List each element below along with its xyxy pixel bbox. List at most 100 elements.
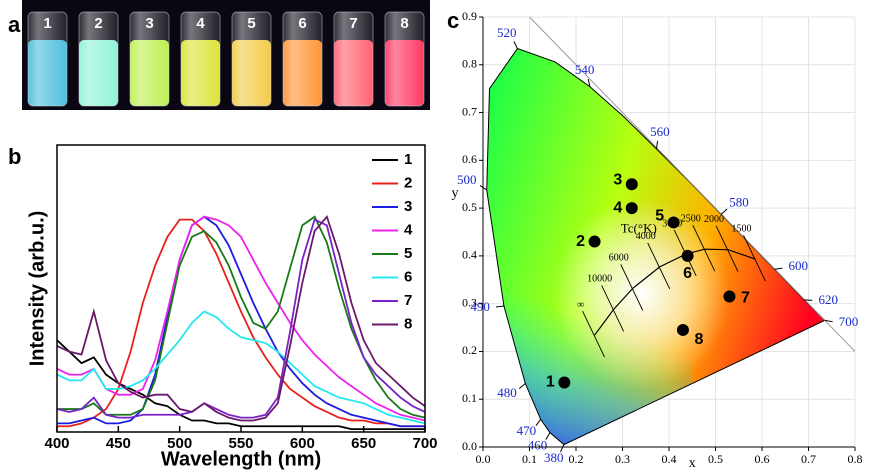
point-label: 1 bbox=[546, 374, 555, 391]
isotherm bbox=[715, 225, 739, 272]
legend-label: 6 bbox=[404, 268, 412, 285]
x-tick-label: 0.5 bbox=[708, 452, 723, 466]
locus-label: 460 bbox=[528, 437, 548, 452]
vial-label: 7 bbox=[349, 15, 357, 32]
x-tick-label: 500 bbox=[167, 435, 192, 452]
x-tick-label: 400 bbox=[44, 435, 69, 452]
locus-label: 380 bbox=[544, 450, 564, 465]
x-tick-label: 550 bbox=[228, 435, 253, 452]
data-point bbox=[676, 323, 689, 336]
x-tick-label: 0.4 bbox=[662, 452, 677, 466]
isotherm bbox=[620, 264, 644, 311]
vial-label: 8 bbox=[400, 15, 408, 32]
locus-label: 580 bbox=[729, 195, 749, 210]
legend-label: 2 bbox=[404, 174, 412, 191]
locus-tick bbox=[560, 444, 565, 453]
vial-glass bbox=[333, 11, 374, 107]
locus-tick bbox=[774, 267, 783, 270]
planck-title: Tc(°K) bbox=[621, 221, 657, 236]
vial-glass bbox=[180, 11, 221, 107]
locus-label: 470 bbox=[517, 423, 537, 438]
point-label: 3 bbox=[613, 171, 622, 188]
locus-label: 520 bbox=[497, 25, 517, 40]
x-tick-label: 0.0 bbox=[476, 452, 491, 466]
panel-label: b bbox=[8, 144, 21, 169]
vial-label: 4 bbox=[196, 15, 205, 32]
x-tick-label: 0.2 bbox=[569, 452, 584, 466]
locus-tick bbox=[545, 432, 551, 440]
vial-glass bbox=[231, 11, 272, 107]
locus-label: 490 bbox=[470, 299, 490, 314]
y-tick-label: 0.8 bbox=[462, 57, 477, 71]
legend-label: 3 bbox=[404, 198, 412, 215]
legend-label: 7 bbox=[404, 292, 412, 309]
spectrum-line bbox=[56, 215, 426, 422]
vial-glass bbox=[129, 11, 170, 107]
data-point bbox=[625, 178, 638, 191]
planck-label: 1500 bbox=[731, 224, 751, 235]
locus-label: 500 bbox=[457, 172, 477, 187]
locus-label: 560 bbox=[650, 124, 670, 139]
x-tick-label: 0.6 bbox=[755, 452, 770, 466]
panel-label: a bbox=[8, 12, 21, 37]
point-label: 8 bbox=[694, 331, 703, 348]
x-tick-label: 0.7 bbox=[801, 452, 816, 466]
y-tick-label: 0.0 bbox=[462, 439, 477, 453]
planck-label: 4000 bbox=[636, 231, 656, 242]
y-tick-label: 0.9 bbox=[462, 9, 477, 23]
legend-label: 5 bbox=[404, 245, 412, 262]
y-tick-label: 0.3 bbox=[462, 295, 477, 309]
point-label: 6 bbox=[683, 265, 692, 282]
locus-label: 600 bbox=[789, 258, 809, 273]
data-point bbox=[723, 290, 736, 303]
boundary-line bbox=[529, 16, 856, 352]
spectrum-line bbox=[57, 218, 425, 428]
x-tick-label: 650 bbox=[351, 435, 376, 452]
spectrum-line bbox=[56, 214, 426, 422]
locus-label: 480 bbox=[497, 385, 517, 400]
locus-tick bbox=[495, 305, 504, 308]
isotherm bbox=[743, 235, 766, 282]
y-tick-label: 0.6 bbox=[462, 152, 477, 166]
legend-label: 4 bbox=[404, 221, 413, 238]
spectrum-line bbox=[57, 215, 426, 419]
x-axis-title: Wavelength (nm) bbox=[161, 448, 321, 470]
planck-label: 6000 bbox=[609, 253, 629, 264]
data-point bbox=[681, 249, 694, 262]
locus-tick bbox=[535, 418, 542, 427]
panel-label: c bbox=[447, 8, 459, 33]
vial-glass bbox=[384, 11, 425, 107]
spectrum-line bbox=[56, 218, 426, 419]
x-tick-label: 600 bbox=[290, 435, 315, 452]
data-point bbox=[558, 376, 571, 389]
isotherm bbox=[692, 225, 716, 272]
vial-label: 3 bbox=[145, 15, 153, 32]
locus-tick bbox=[587, 78, 591, 87]
isotherm bbox=[647, 242, 671, 290]
y-axis-title: Intensity (arb.u.) bbox=[26, 211, 48, 367]
vial-label: 2 bbox=[94, 15, 102, 32]
planckian-locus bbox=[594, 248, 756, 336]
locus-tick bbox=[518, 383, 526, 390]
point-label: 2 bbox=[576, 233, 585, 250]
locus-tick bbox=[513, 41, 518, 49]
point-label: 5 bbox=[655, 208, 664, 225]
x-tick-label: 0.8 bbox=[848, 452, 863, 466]
locus-label: 700 bbox=[839, 314, 859, 329]
y-tick-label: 0.7 bbox=[462, 104, 477, 118]
x-tick-label: 450 bbox=[106, 435, 131, 452]
planck-label: ∞ bbox=[577, 299, 584, 310]
vial-glass bbox=[282, 11, 323, 107]
locus-label: 540 bbox=[575, 62, 595, 77]
x-tick-label: 700 bbox=[412, 435, 437, 452]
vial-label: 5 bbox=[247, 15, 255, 32]
x-axis-title: x bbox=[689, 456, 696, 471]
spectrum-line bbox=[56, 310, 426, 425]
locus-label: 620 bbox=[819, 292, 839, 307]
planck-label: 2500 bbox=[681, 213, 701, 224]
locus-tick bbox=[655, 140, 659, 149]
y-tick-label: 0.4 bbox=[462, 248, 477, 262]
vial-glass bbox=[27, 11, 68, 107]
data-point bbox=[588, 235, 601, 248]
